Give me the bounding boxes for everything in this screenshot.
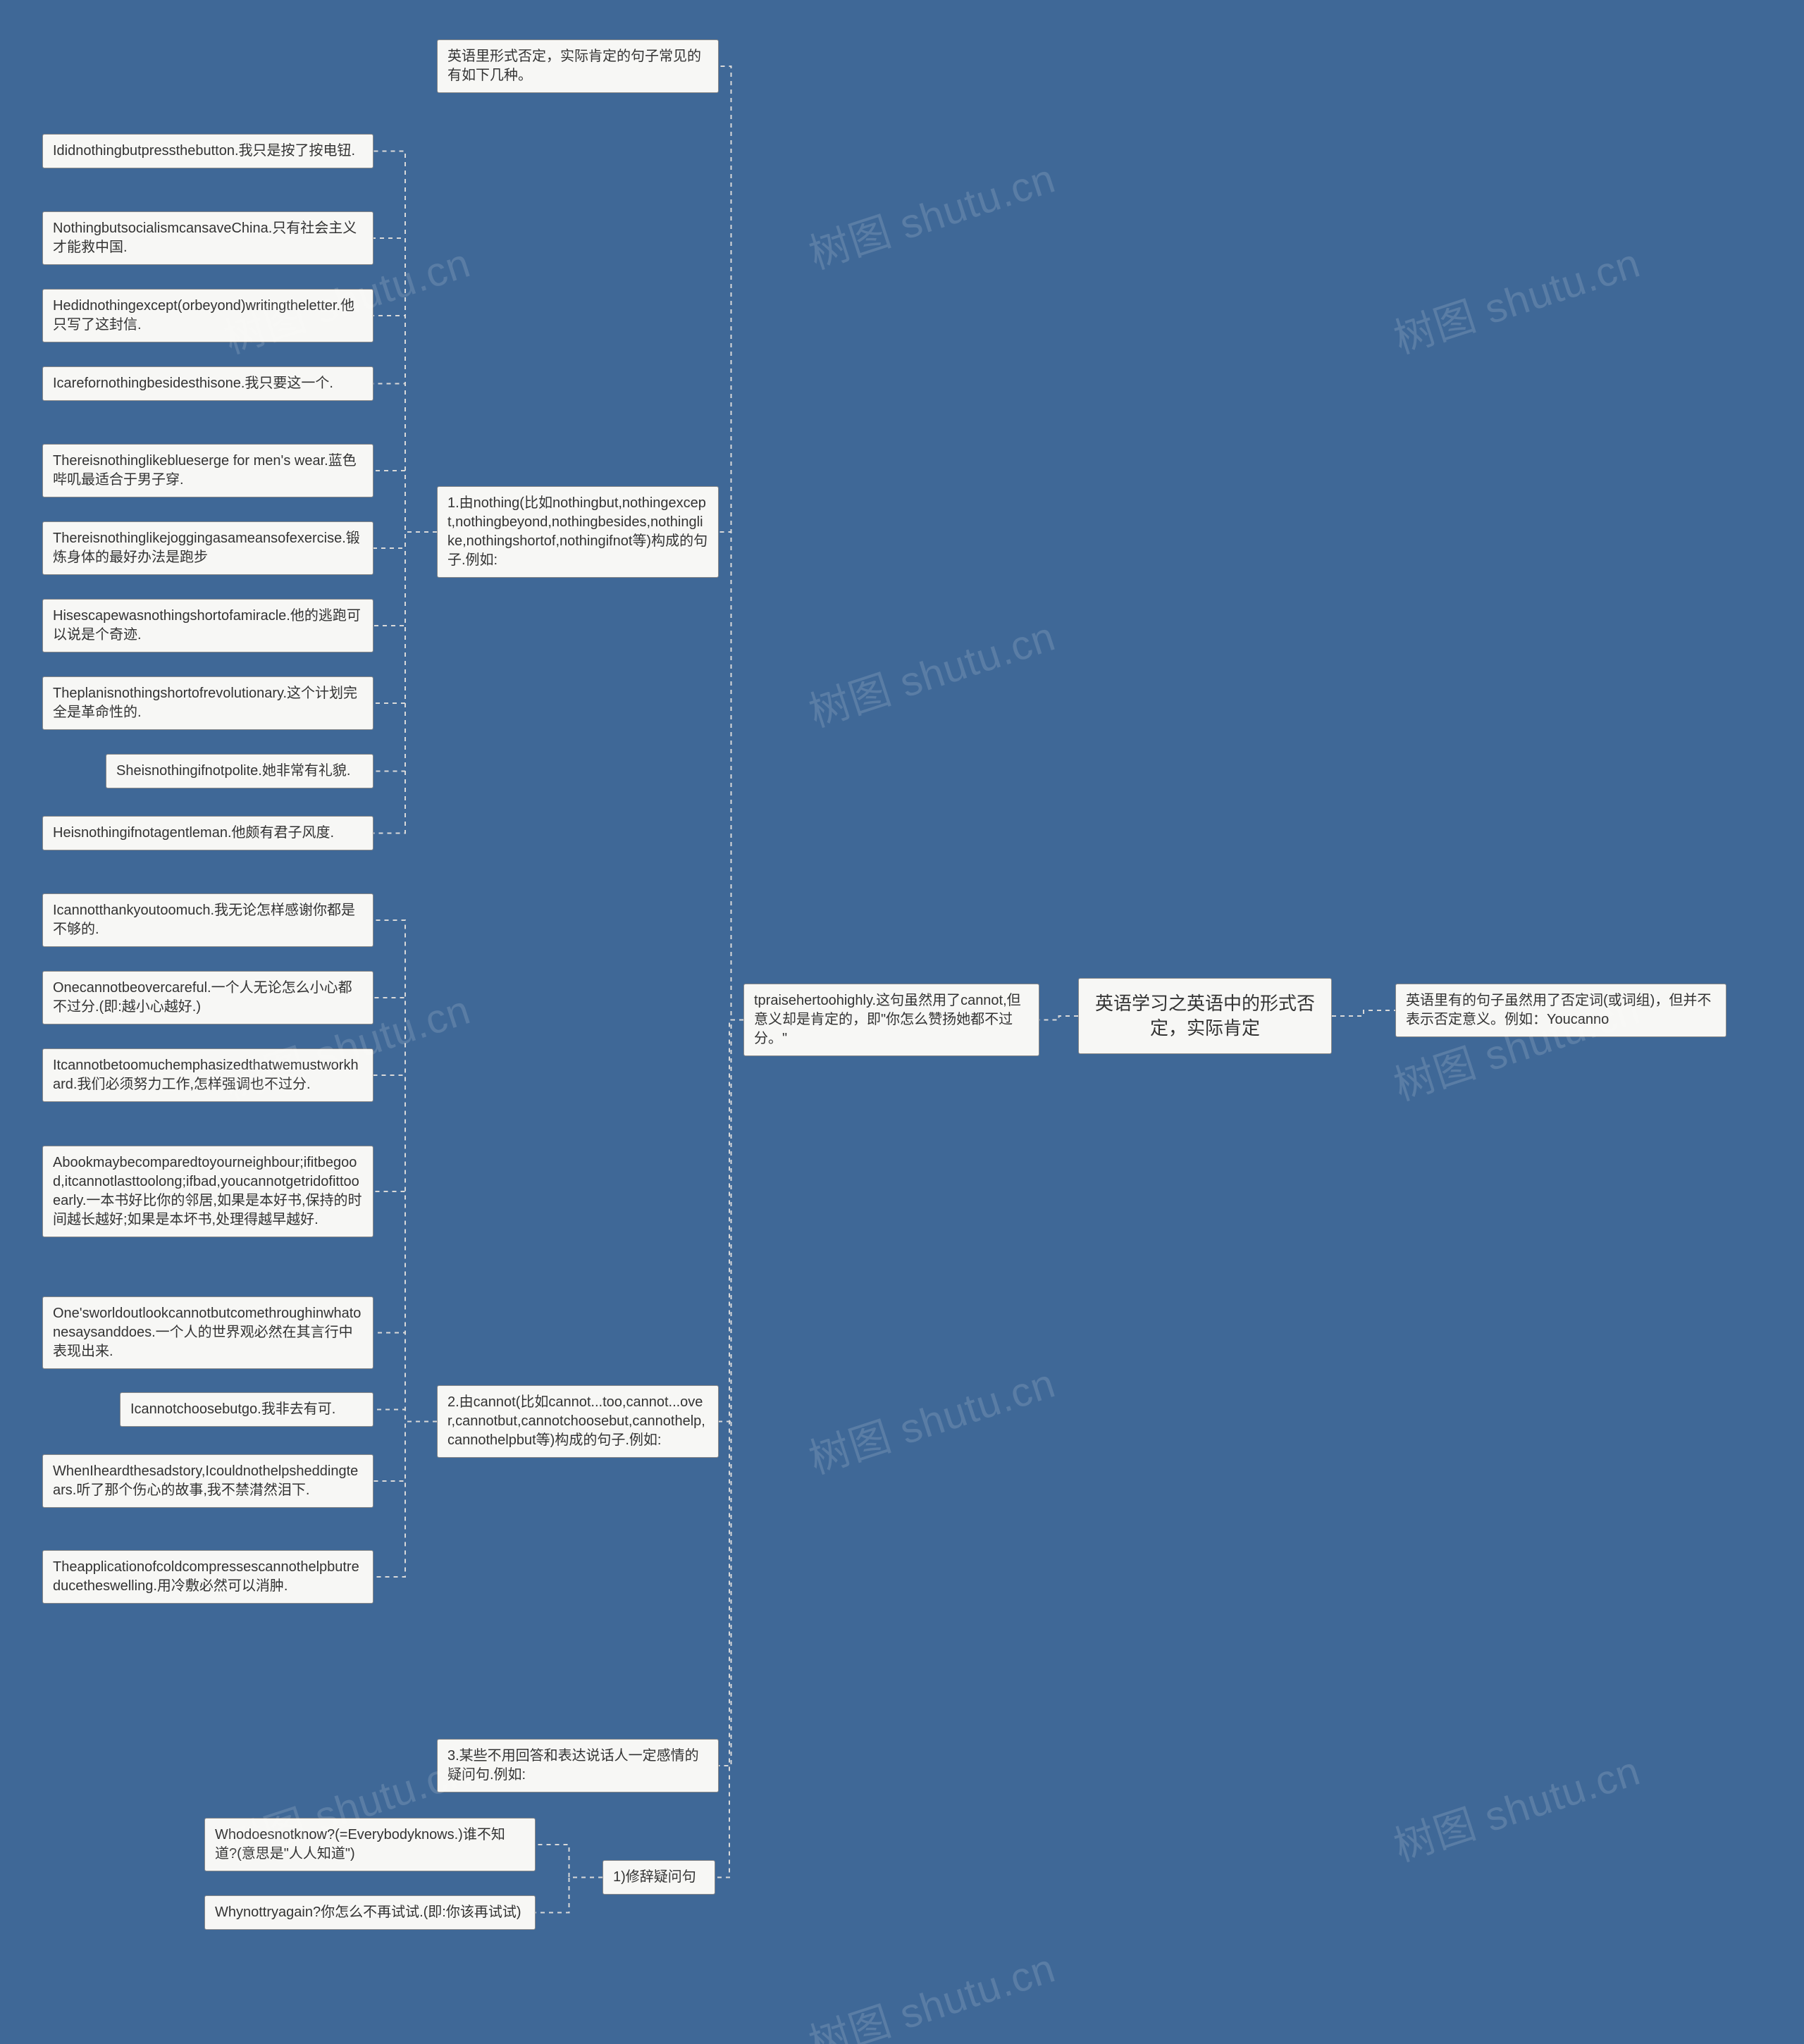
leaf-node: Theplanisnothingshortofrevolutionary.这个计… bbox=[42, 676, 373, 730]
leaf-node: Icarefornothingbesidesthisone.我只要这一个. bbox=[42, 366, 373, 401]
watermark: 树图 shutu.cn bbox=[801, 145, 1062, 280]
left-sentence-node: tpraisehertoohighly.这句虽然用了cannot,但意义却是肯定… bbox=[743, 984, 1039, 1056]
leaf-node: Icannotchoosebutgo.我非去有可. bbox=[120, 1392, 373, 1427]
watermark: 树图 shutu.cn bbox=[1385, 230, 1647, 365]
leaf-node: Sheisnothingifnotpolite.她非常有礼貌. bbox=[106, 754, 373, 788]
group-1-node: 1.由nothing(比如nothingbut,nothingexcept,no… bbox=[437, 486, 719, 578]
group-3-node: 3.某些不用回答和表达说话人一定感情的疑问句.例如: bbox=[437, 1739, 719, 1792]
leaf-node: Ididnothingbutpressthebutton.我只是按了按电钮. bbox=[42, 134, 373, 168]
watermark: 树图 shutu.cn bbox=[1385, 1738, 1647, 1873]
group-4-node: 1)修辞疑问句 bbox=[603, 1860, 715, 1895]
intro-node: 英语里形式否定，实际肯定的句子常见的有如下几种。 bbox=[437, 39, 719, 93]
leaf-node: Hisescapewasnothingshortofamiracle.他的逃跑可… bbox=[42, 599, 373, 652]
leaf-node: Whynottryagain?你怎么不再试试.(即:你该再试试) bbox=[204, 1895, 536, 1930]
leaf-node: One'sworldoutlookcannotbutcomethroughinw… bbox=[42, 1296, 373, 1369]
group-2-node: 2.由cannot(比如cannot...too,cannot...over,c… bbox=[437, 1385, 719, 1458]
watermark: 树图 shutu.cn bbox=[801, 603, 1062, 738]
leaf-node: Abookmaybecomparedtoyourneighbour;ifitbe… bbox=[42, 1146, 373, 1237]
leaf-node: WhenIheardthesadstory,Icouldnothelpshedd… bbox=[42, 1454, 373, 1508]
watermark: 树图 shutu.cn bbox=[801, 1935, 1062, 2044]
watermark: 树图 shutu.cn bbox=[801, 1350, 1062, 1485]
leaf-node: Icannotthankyoutoomuch.我无论怎样感谢你都是不够的. bbox=[42, 893, 373, 947]
leaf-node: NothingbutsocialismcansaveChina.只有社会主义才能… bbox=[42, 211, 373, 265]
leaf-node: Theapplicationofcoldcompressescannothelp… bbox=[42, 1550, 373, 1604]
central-node: 英语学习之英语中的形式否定，实际肯定 bbox=[1078, 978, 1332, 1054]
leaf-node: Thereisnothinglikejoggingasameansofexerc… bbox=[42, 521, 373, 575]
leaf-node: Thereisnothinglikeblueserge for men's we… bbox=[42, 444, 373, 497]
leaf-node: Heisnothingifnotagentleman.他颇有君子风度. bbox=[42, 816, 373, 850]
leaf-node: Onecannotbeovercareful.一个人无论怎么小心都不过分.(即:… bbox=[42, 971, 373, 1024]
